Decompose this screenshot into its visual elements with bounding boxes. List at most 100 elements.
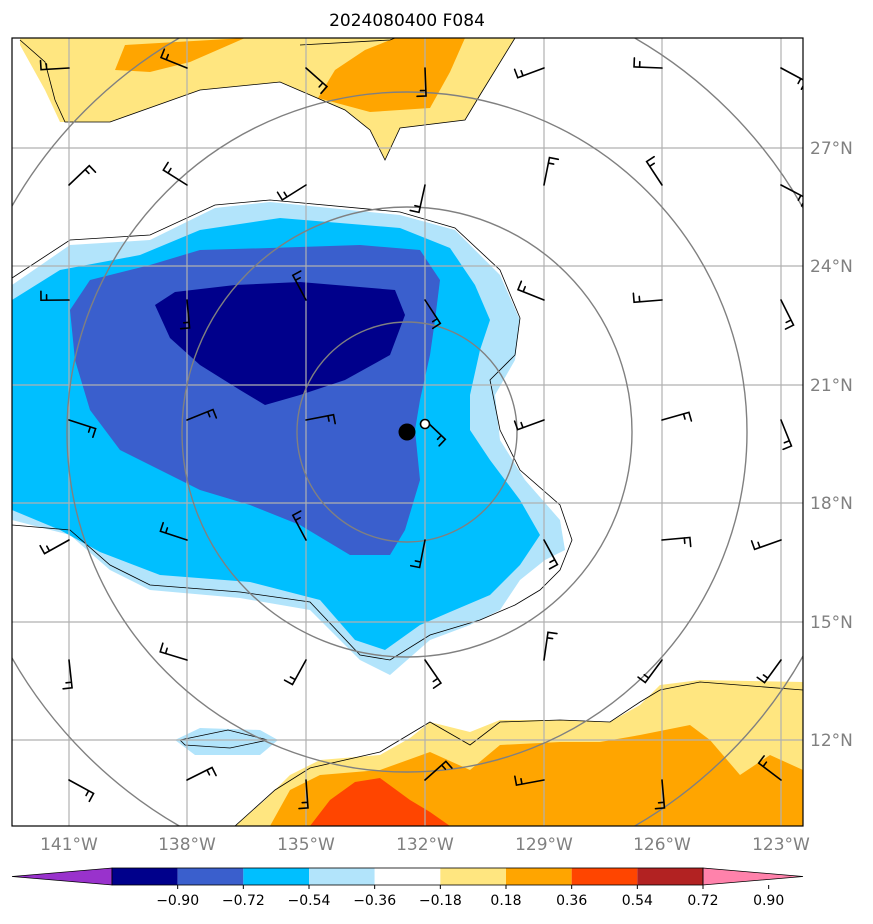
wind-barb (416, 67, 427, 98)
lon-tick-label: 135°W (277, 835, 335, 855)
wind-barb (39, 59, 70, 71)
colorbar-label: 0.72 (687, 893, 718, 909)
plot-title: 2024080400 F084 (329, 11, 485, 31)
colorbar-label: −0.54 (288, 893, 331, 909)
wind-barb (513, 419, 545, 431)
map-frame (11, 37, 804, 827)
colorbar-swatch (177, 868, 244, 885)
wind-barb (543, 539, 559, 570)
lat-tick-label: 24°N (810, 257, 853, 277)
wind-barb (424, 419, 447, 447)
wind-barb (68, 779, 95, 803)
wind-barb (661, 536, 692, 548)
wind-barb (780, 299, 795, 330)
wind-barb (661, 411, 693, 422)
colorbar-label: −0.36 (353, 893, 396, 909)
positive-anomaly-top-orange-2 (318, 38, 465, 112)
colorbar-label: 0.90 (753, 893, 784, 909)
colorbar-extend-high (702, 867, 804, 886)
lon-tick-label: 132°W (396, 835, 454, 855)
lat-tick-label: 27°N (810, 139, 853, 159)
wind-barb (162, 161, 188, 186)
wind-barb (424, 659, 443, 689)
colorbar-label: −0.18 (419, 893, 462, 909)
colorbar-extend-low (11, 867, 113, 886)
wind-barb (298, 779, 309, 810)
wind-barb (305, 67, 329, 95)
negative-anomaly-deep (155, 282, 405, 405)
wind-barb (543, 156, 560, 186)
wind-barb (757, 755, 782, 781)
wind-barb (276, 184, 307, 201)
wind-barb (68, 419, 97, 439)
contour-line-top-2 (299, 38, 396, 46)
lon-tick-label: 141°W (40, 835, 98, 855)
longitude-axis: 141°W 138°W 135°W 132°W 129°W 126°W 123°… (40, 835, 810, 855)
colorbar-swatch (243, 868, 309, 885)
secondary-center-marker (419, 418, 431, 430)
wind-barb (654, 779, 666, 810)
wind-barb (756, 659, 782, 684)
wind-barb (513, 67, 545, 79)
colorbar-swatch (374, 868, 441, 885)
wind-barb (283, 659, 307, 686)
colorbar-swatch (571, 868, 638, 885)
storm-center-marker (398, 423, 416, 441)
wind-barb (68, 164, 97, 186)
wind-barb (186, 766, 217, 781)
wind-barb (62, 659, 73, 690)
contour-line-bottom (234, 681, 803, 826)
contour-line-small (179, 729, 269, 749)
wind-barb (159, 642, 188, 661)
wind-barb (39, 539, 70, 555)
wind-barb (780, 184, 803, 207)
colorbar-label: −0.72 (222, 893, 265, 909)
wind-barb (514, 775, 545, 787)
range-rings (12, 38, 803, 826)
lat-tick-label: 15°N (810, 613, 853, 633)
wind-barb (780, 419, 793, 451)
wind-barb (750, 539, 782, 551)
wind-barb (291, 270, 307, 301)
lon-tick-label: 126°W (633, 835, 691, 855)
wind-barb (409, 539, 426, 569)
wind-barb (40, 290, 70, 302)
wind-barb (179, 299, 191, 330)
wind-barb (186, 408, 218, 421)
lon-tick-label: 129°W (515, 835, 573, 855)
wind-barb (159, 48, 188, 69)
wind-barb (424, 760, 453, 781)
wind-barb (633, 57, 663, 69)
lat-tick-label: 18°N (810, 494, 853, 514)
colorbar-label: 0.36 (556, 893, 587, 909)
wind-barb (637, 659, 663, 684)
lat-tick-label: 21°N (810, 376, 853, 396)
colorbar-swatch (112, 868, 178, 885)
latitude-axis: 27°N 24°N 21°N 18°N 15°N 12°N (810, 139, 853, 751)
colorbar-swatch (506, 868, 572, 885)
lon-tick-label: 123°W (752, 835, 810, 855)
positive-anomaly-top-orange-1 (115, 38, 245, 72)
wind-barb (305, 413, 336, 425)
colorbar-label: 0.54 (622, 893, 653, 909)
wind-barb (409, 184, 426, 214)
lat-tick-label: 12°N (810, 731, 853, 751)
wind-barb (632, 292, 663, 304)
positive-anomaly-bottom-red (310, 778, 450, 826)
colorbar-swatch (440, 868, 506, 885)
colorbar-label: 0.18 (490, 893, 521, 909)
wind-barb (291, 510, 307, 541)
colorbar-frame (111, 867, 704, 886)
gridlines (12, 38, 803, 826)
wind-barb (159, 521, 188, 541)
wind-barb (424, 299, 442, 330)
contour-line-top (19, 38, 516, 161)
colorbar-swatch (309, 868, 375, 885)
wind-barb (645, 155, 663, 186)
wind-barbs (39, 48, 803, 810)
colorbar-swatch (637, 868, 703, 885)
wind-barb (543, 631, 558, 661)
colorbar-label: −0.90 (156, 893, 199, 909)
contour-line-negative (12, 199, 573, 661)
